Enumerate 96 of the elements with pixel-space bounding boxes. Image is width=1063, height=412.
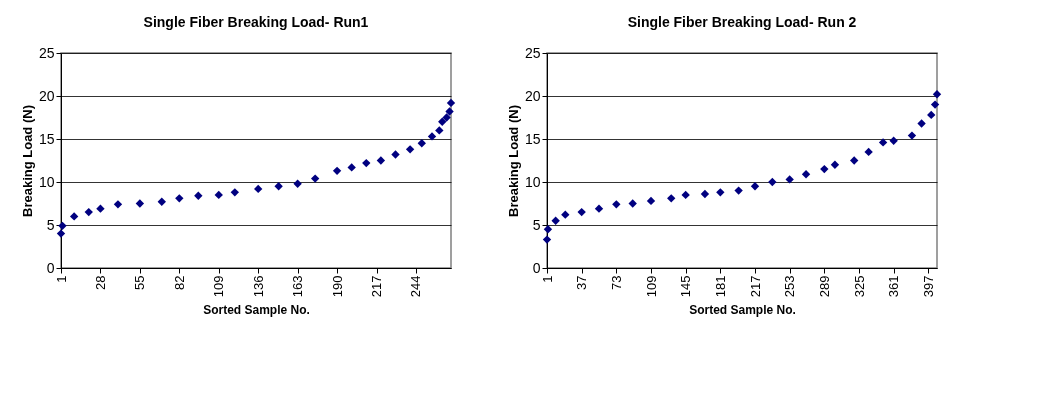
x-tick-label: 253	[782, 275, 798, 298]
point	[310, 174, 320, 183]
y-tick-label: 25	[38, 44, 55, 61]
x-tick-label: 28	[92, 275, 108, 290]
point	[930, 100, 940, 109]
point	[667, 194, 676, 203]
x-tick-label: 1	[53, 275, 69, 283]
point	[932, 90, 942, 99]
point	[293, 179, 302, 188]
point	[594, 204, 604, 213]
x-tick-label: 163	[290, 275, 306, 298]
point	[750, 182, 760, 191]
point	[612, 200, 621, 209]
point	[391, 150, 400, 159]
x-tick-label: 109	[211, 275, 227, 298]
point	[681, 190, 690, 200]
x-tick-label: 109	[643, 275, 659, 298]
y-tick-label: 0	[532, 259, 541, 276]
point	[332, 166, 342, 175]
point	[716, 188, 725, 197]
point	[175, 194, 184, 203]
y-tick-label: 5	[532, 216, 541, 233]
y-tick-label: 5	[46, 216, 55, 233]
point	[135, 199, 145, 208]
point	[274, 182, 283, 191]
y-tick-label: 20	[524, 87, 541, 104]
point	[864, 147, 873, 157]
x-tick-label: 244	[408, 275, 424, 298]
point	[427, 132, 437, 141]
x-tick-label: 73	[608, 275, 624, 290]
y-axis-title: Breaking Load (N)	[19, 105, 35, 217]
point	[214, 190, 223, 200]
x-tick-label: 55	[132, 275, 148, 290]
point	[889, 136, 898, 145]
point	[734, 186, 743, 195]
x-tick-label: 217	[747, 275, 763, 298]
y-tick-label: 25	[524, 44, 541, 61]
point	[254, 184, 263, 194]
point	[405, 145, 415, 154]
chart-title: Single Fiber Breaking Load- Run1	[143, 14, 369, 30]
x-tick-label: 136	[250, 275, 266, 298]
point	[850, 156, 859, 165]
point	[84, 207, 93, 217]
x-tick-label: 325	[851, 275, 867, 298]
point	[917, 119, 926, 128]
point	[347, 163, 356, 172]
point	[157, 197, 166, 206]
point	[446, 98, 456, 108]
x-tick-label: 289	[816, 275, 832, 298]
point	[445, 107, 454, 116]
y-tick-label: 0	[46, 259, 55, 276]
point	[362, 158, 371, 168]
x-tick-label: 397	[920, 275, 936, 298]
y-tick-label: 15	[38, 130, 55, 147]
point	[435, 126, 444, 135]
y-tick-label: 20	[38, 87, 55, 104]
point	[194, 191, 203, 200]
point	[96, 204, 105, 213]
x-tick-label: 145	[678, 275, 694, 298]
x-tick-label: 181	[712, 275, 728, 298]
point	[113, 200, 123, 209]
point	[542, 235, 552, 244]
point	[907, 131, 917, 140]
point	[785, 175, 794, 184]
point	[768, 177, 777, 187]
point	[551, 216, 560, 225]
x-tick-label: 361	[886, 275, 902, 298]
x-tick-label: 82	[171, 275, 187, 290]
y-tick-label: 15	[524, 130, 541, 147]
point	[830, 160, 840, 169]
x-tick-label: 37	[574, 275, 590, 290]
point	[801, 170, 811, 179]
point	[577, 207, 586, 217]
point	[442, 113, 451, 122]
x-tick-label: 217	[369, 275, 385, 298]
point	[438, 117, 447, 126]
x-tick-label: 1	[539, 275, 555, 283]
y-tick-label: 10	[524, 173, 541, 190]
point	[646, 196, 656, 206]
point	[878, 138, 888, 147]
point	[927, 110, 936, 120]
point	[820, 164, 829, 174]
x-axis-title: Sorted Sample No.	[203, 303, 310, 318]
point	[561, 210, 570, 219]
y-tick-label: 10	[38, 173, 55, 190]
point	[56, 229, 66, 238]
x-axis-title: Sorted Sample No.	[689, 303, 796, 318]
x-tick-label: 190	[329, 275, 345, 298]
point	[69, 212, 79, 221]
point	[700, 189, 710, 199]
y-axis-title: Breaking Load (N)	[505, 105, 521, 217]
point	[628, 199, 637, 208]
point	[376, 156, 386, 165]
point	[230, 188, 239, 197]
point	[417, 139, 426, 148]
chart-title: Single Fiber Breaking Load- Run 2	[627, 14, 857, 30]
